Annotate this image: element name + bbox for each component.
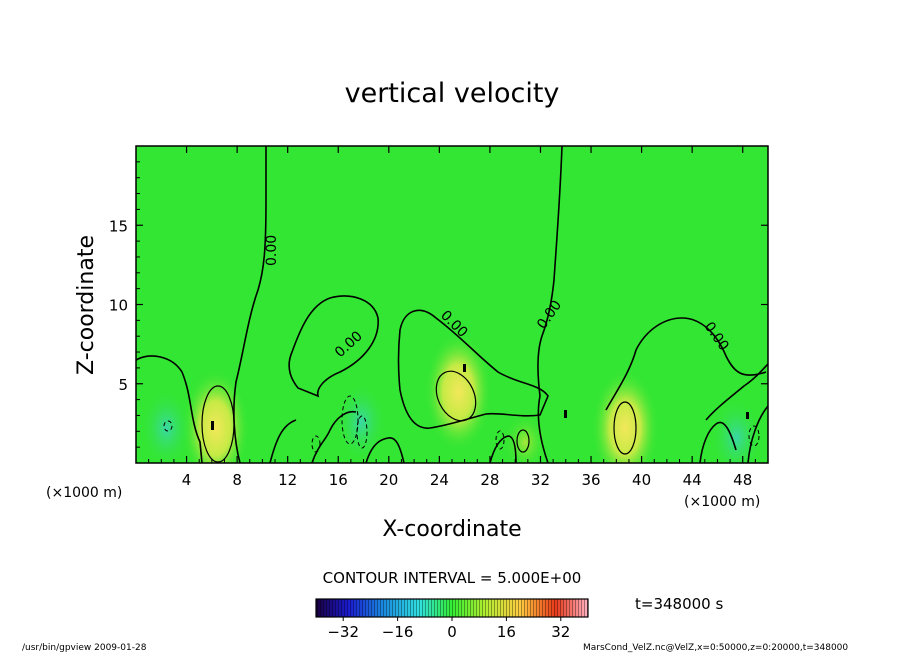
zero-contour-bottom-6 <box>747 405 768 463</box>
core-contour-1 <box>201 385 235 463</box>
chart-title: vertical velocity <box>345 78 560 109</box>
y-axis: 5 10 15 <box>109 161 768 448</box>
negative-contours <box>163 395 760 453</box>
zero-contour-column-2 <box>537 146 563 463</box>
y-tick-label: 5 <box>118 376 128 394</box>
core-contour-4 <box>613 401 637 455</box>
colorbar-ticks: −32 −16 0 16 32 <box>327 617 570 641</box>
x-unit-right: (×1000 m) <box>684 494 760 510</box>
x-axis: 4 8 12 16 20 24 28 32 36 40 44 48 <box>148 146 756 489</box>
zero-contour-cell-2 <box>397 309 549 429</box>
updraft-core-3 <box>503 412 548 463</box>
plot-area: 0.00 0.00 0.00 0.00 0.00 <box>136 146 768 463</box>
time-label: t=348000 s <box>635 595 723 613</box>
core-contour-2 <box>435 370 477 422</box>
core-contour-3 <box>516 429 530 453</box>
x-tick-label: 28 <box>480 471 499 489</box>
zero-contour-bottom-2 <box>311 410 357 463</box>
x-axis-title: X-coordinate <box>382 517 521 542</box>
zero-contour-cell-4 <box>605 349 637 411</box>
neg-contour-4 <box>495 430 505 450</box>
neg-contour-3 <box>356 415 368 449</box>
x-tick-label: 48 <box>733 471 752 489</box>
core-contours <box>201 370 637 463</box>
colorbar-tick-label: 16 <box>497 623 516 641</box>
zero-contour-bottom-1 <box>269 419 297 463</box>
updraft-core-4 <box>591 368 660 463</box>
neg-contour-6 <box>311 435 321 453</box>
downdraft-region-2 <box>334 381 387 462</box>
zero-contour-right <box>705 363 768 421</box>
y-axis-title: Z-coordinate <box>74 235 99 375</box>
updraft-core-2 <box>424 331 493 452</box>
core-mark-4 <box>564 410 567 418</box>
x-unit-left: (×1000 m) <box>46 485 122 501</box>
x-tick-label: 16 <box>329 471 348 489</box>
zero-contour-cell-3 <box>635 317 767 376</box>
neg-contour-5 <box>748 425 760 447</box>
x-tick-label: 4 <box>182 471 192 489</box>
core-mark-2 <box>463 364 466 372</box>
colorbar-tick-label: −32 <box>327 623 359 641</box>
x-tick-label: 36 <box>581 471 600 489</box>
downdraft-region-3 <box>710 397 763 463</box>
zero-contour-cell-1 <box>288 295 379 398</box>
x-tick-label: 20 <box>379 471 398 489</box>
footer-left: /usr/bin/gpview 2009-01-28 <box>22 643 147 653</box>
x-tick-label: 40 <box>632 471 651 489</box>
footer-right: MarsCond_VelZ.nc@VelZ,x=0:50000,z=0:2000… <box>583 643 848 653</box>
neg-contour-2 <box>341 395 359 445</box>
core-marks <box>211 364 749 430</box>
downdraft-region-1 <box>140 388 193 463</box>
contour-label: 0.00 <box>264 235 280 266</box>
core-mark-1 <box>211 421 214 430</box>
colorbar-tick-label: −16 <box>382 623 414 641</box>
core-mark-3 <box>746 412 749 419</box>
colorbar-tick-label: 32 <box>551 623 570 641</box>
y-tick-label: 10 <box>109 297 128 315</box>
x-tick-label: 12 <box>278 471 297 489</box>
x-tick-label: 44 <box>683 471 702 489</box>
zero-contour-bottom-3 <box>365 437 405 463</box>
x-tick-label: 32 <box>531 471 550 489</box>
zero-contour-bottom-4 <box>489 435 517 463</box>
neg-contour-1 <box>163 420 173 432</box>
colorbar-tick-label: 0 <box>447 623 457 641</box>
y-tick-label: 15 <box>109 217 128 235</box>
zero-contour-bottom-5 <box>699 421 737 463</box>
colorbar: −32 −16 0 16 32 <box>315 598 589 641</box>
colorbar-stripes <box>316 599 588 617</box>
contour-interval: CONTOUR INTERVAL = 5.000E+00 <box>323 569 582 587</box>
zero-contour-left <box>136 355 203 463</box>
x-tick-label: 24 <box>430 471 449 489</box>
x-tick-label: 8 <box>232 471 242 489</box>
